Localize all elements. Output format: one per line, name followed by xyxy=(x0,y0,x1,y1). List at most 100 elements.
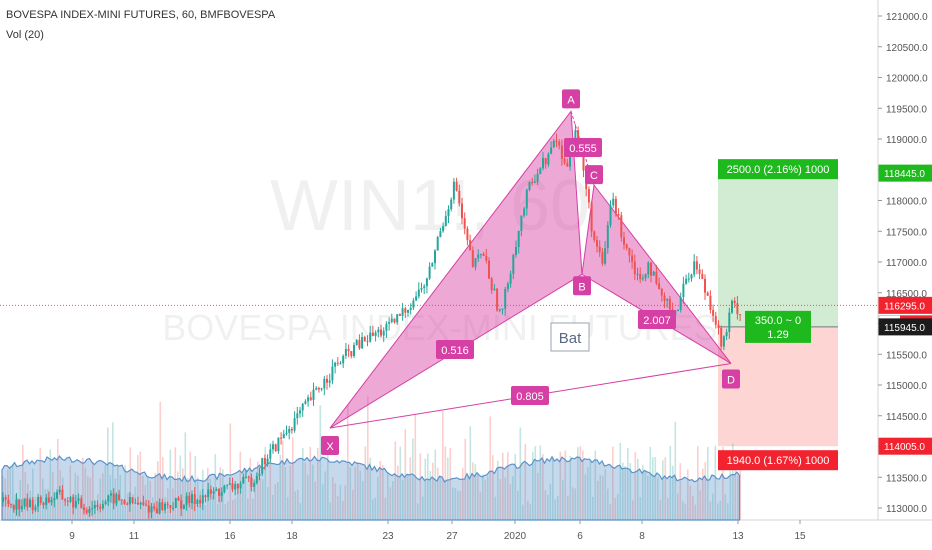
candle-body xyxy=(34,506,37,511)
volume-bar xyxy=(379,461,382,520)
candle-body xyxy=(74,500,77,508)
candle-body xyxy=(180,500,183,509)
volume-bar xyxy=(127,492,129,520)
candle-body xyxy=(142,502,145,505)
candle-body xyxy=(458,190,461,204)
volume-bar xyxy=(117,465,119,520)
candle-body xyxy=(382,330,385,336)
candle-body xyxy=(493,288,496,291)
volume-bar xyxy=(194,456,197,520)
candle-body xyxy=(64,499,67,501)
candle-body xyxy=(218,489,220,496)
volume-bar xyxy=(589,461,592,520)
volume-bar xyxy=(649,446,652,520)
volume-bar xyxy=(372,499,374,520)
volume-bar xyxy=(184,432,187,520)
volume-bar xyxy=(569,455,572,520)
volume-bar xyxy=(332,476,334,520)
volume-bar xyxy=(447,457,449,520)
candle-body xyxy=(88,508,91,513)
candle-body xyxy=(182,504,185,509)
volume-bar xyxy=(294,491,297,520)
volume-bar xyxy=(472,462,474,520)
volume-bar xyxy=(467,476,469,520)
candle-body xyxy=(128,497,131,505)
candle-body xyxy=(558,141,561,146)
volume-bar xyxy=(507,452,509,520)
volume-bar xyxy=(602,476,604,520)
volume-bar xyxy=(87,476,89,520)
volume-bar xyxy=(312,464,314,520)
volume-bar xyxy=(389,487,392,520)
volume-bar xyxy=(57,438,59,520)
volume-bar xyxy=(464,438,467,520)
candle-body xyxy=(477,254,480,259)
candle-body xyxy=(304,401,307,404)
volume-bar xyxy=(132,493,134,520)
candle-body xyxy=(698,269,701,274)
volume-bar xyxy=(272,494,274,520)
candle-body xyxy=(120,499,123,501)
volume-bar xyxy=(374,497,377,520)
x-tick-label: 6 xyxy=(577,531,583,542)
volume-bar xyxy=(517,491,519,520)
volume-bar xyxy=(722,446,724,520)
volume-bar xyxy=(539,445,542,520)
candle-body xyxy=(39,496,42,503)
volume-bar xyxy=(304,462,307,520)
volume-bar xyxy=(144,485,147,520)
volume-bar xyxy=(402,479,404,520)
candle-body xyxy=(515,247,517,255)
candle-body xyxy=(191,494,193,504)
y-tick-label: 119000.0 xyxy=(886,135,927,146)
volume-indicator-label[interactable]: Vol (20) xyxy=(6,29,44,41)
x-tick-label: 2020 xyxy=(504,531,527,542)
volume-bar xyxy=(492,455,494,520)
candle-body xyxy=(606,225,609,249)
candle-body xyxy=(312,389,315,400)
volume-bar xyxy=(659,499,662,520)
volume-bar xyxy=(594,450,597,520)
volume-bar xyxy=(354,466,357,520)
volume-bar xyxy=(627,448,629,520)
price-marker-label: 115945.0 xyxy=(884,323,925,334)
volume-bar xyxy=(424,458,427,520)
candle-body xyxy=(444,216,447,227)
volume-bar xyxy=(724,494,727,520)
volume-bar xyxy=(377,476,379,520)
volume-bar xyxy=(182,468,184,520)
candle-body xyxy=(164,503,166,510)
volume-bar xyxy=(9,465,12,520)
candle-body xyxy=(639,273,642,280)
volume-bar xyxy=(509,484,512,520)
candle-body xyxy=(339,363,342,365)
volume-bar xyxy=(104,465,107,520)
candle-body xyxy=(336,362,339,364)
candle-body xyxy=(525,189,528,209)
candle-body xyxy=(709,295,712,310)
y-tick-label: 113500.0 xyxy=(886,473,927,484)
candle-body xyxy=(83,507,85,511)
y-tick-label: 117000.0 xyxy=(886,258,927,269)
candle-body xyxy=(212,491,215,494)
candle-body xyxy=(728,312,731,332)
candle-body xyxy=(236,484,239,489)
volume-bar xyxy=(162,456,164,520)
volume-bar xyxy=(519,427,522,520)
volume-bar xyxy=(174,447,177,520)
candle-body xyxy=(66,500,69,502)
candle-body xyxy=(641,278,644,280)
candle-body xyxy=(374,332,377,336)
volume-bar xyxy=(282,440,284,520)
volume-bar xyxy=(624,466,627,520)
candle-body xyxy=(161,502,164,510)
candle-body xyxy=(223,485,226,493)
volume-bar xyxy=(479,491,482,520)
candle-body xyxy=(720,327,723,347)
candle-body xyxy=(363,336,366,342)
volume-bar xyxy=(382,464,384,520)
volume-bar xyxy=(252,498,254,520)
candle-body xyxy=(2,497,4,502)
pattern-point-a-bg xyxy=(562,89,580,109)
